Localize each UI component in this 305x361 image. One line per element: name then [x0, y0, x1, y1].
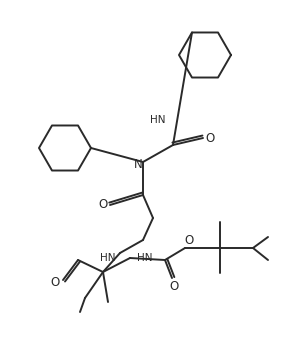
Text: HN: HN — [100, 253, 116, 263]
Text: O: O — [50, 277, 59, 290]
Text: N: N — [134, 157, 142, 170]
Text: O: O — [169, 279, 179, 292]
Text: O: O — [99, 199, 108, 212]
Text: O: O — [185, 235, 194, 248]
Text: HN: HN — [137, 253, 153, 263]
Text: O: O — [205, 131, 215, 144]
Text: HN: HN — [150, 115, 166, 125]
